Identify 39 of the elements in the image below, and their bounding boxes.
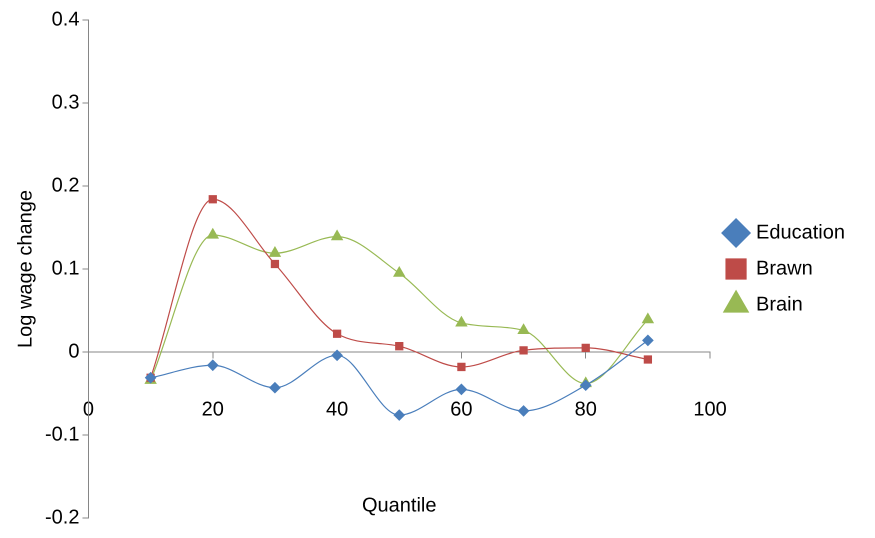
point (269, 246, 281, 257)
y-tick-label: 0.2 (52, 174, 80, 197)
x-axis-title: Quantile (362, 494, 437, 517)
x-tick-label: 20 (202, 398, 224, 421)
y-tick-label: 0 (68, 340, 80, 363)
point (518, 405, 530, 417)
point (393, 266, 406, 277)
point (331, 350, 343, 361)
point (582, 344, 590, 352)
point (519, 346, 528, 354)
x-tick-label: 80 (574, 398, 597, 421)
y-tick-label: 0.1 (52, 258, 80, 280)
point (395, 342, 404, 350)
point (394, 409, 405, 421)
y-tick-label: -0.1 (44, 424, 80, 446)
y-tick-label: -0.2 (44, 506, 80, 529)
point (644, 355, 652, 364)
x-tick-label: 60 (450, 398, 473, 421)
y-tick-label: 0.4 (52, 8, 80, 31)
point (518, 324, 530, 334)
point (457, 362, 466, 372)
y-axis-title: Log wage change (14, 190, 37, 348)
point (456, 316, 468, 327)
point (456, 384, 468, 395)
point (207, 360, 218, 371)
x-tick-label: 100 (693, 398, 727, 421)
legend-label: Brain (756, 294, 803, 316)
point (331, 230, 343, 240)
point (206, 228, 219, 239)
y-tick-label: 0.3 (52, 92, 80, 114)
point (642, 334, 654, 346)
point (332, 330, 342, 338)
point (269, 382, 281, 394)
point (642, 313, 654, 324)
legend-label: Brawn (756, 258, 813, 280)
legend-label: Education (756, 222, 846, 244)
point (580, 380, 592, 391)
x-tick-label: 40 (326, 398, 348, 421)
point (270, 260, 280, 268)
